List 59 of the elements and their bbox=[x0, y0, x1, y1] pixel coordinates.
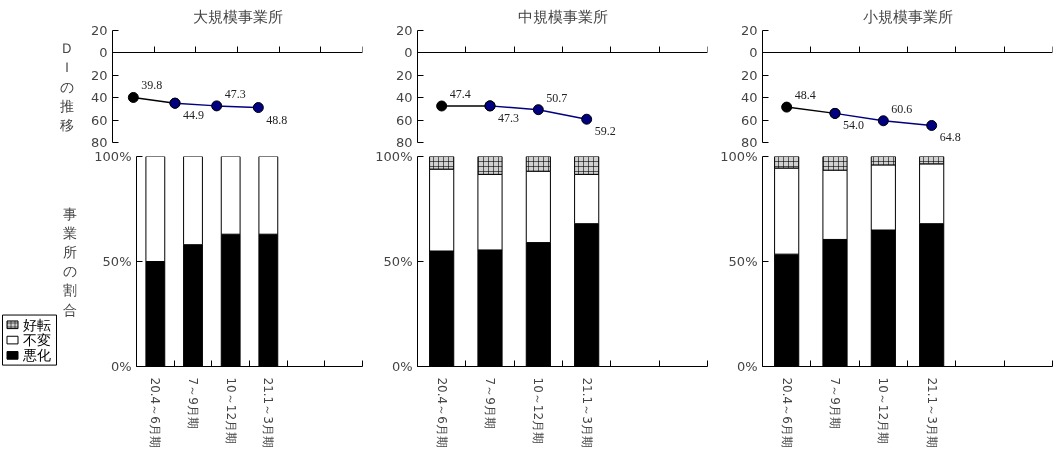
y-tick-label: 40 bbox=[395, 90, 413, 106]
x-tick-label: 10～12月期 bbox=[876, 377, 891, 445]
legend-label: 悪化 bbox=[21, 347, 51, 364]
y-tick-label: 80 bbox=[395, 135, 413, 150]
y-tick-label: 40 bbox=[740, 90, 758, 106]
y-tick-label: 50% bbox=[102, 254, 132, 269]
y-tick-label: 40 bbox=[90, 90, 108, 106]
x-tick-label: 20.4～6月期 bbox=[779, 377, 794, 448]
y-tick-label: 20 bbox=[395, 67, 413, 83]
y-tick-label: 20 bbox=[740, 23, 758, 38]
data-label: 50.7 bbox=[546, 90, 568, 105]
chart-title: 小規模事業所 bbox=[862, 7, 953, 26]
y-tick-label: 0 bbox=[404, 45, 413, 61]
legend-label: 不変 bbox=[22, 332, 51, 349]
data-label: 47.4 bbox=[449, 86, 471, 101]
y-tick-label: 50% bbox=[728, 254, 758, 269]
y-tick-label: 20 bbox=[90, 23, 108, 38]
y-tick-label: 0% bbox=[736, 359, 758, 374]
x-tick-label: 20.4～6月期 bbox=[434, 377, 449, 448]
data-label: 44.9 bbox=[183, 108, 204, 123]
y-tick-label: 20 bbox=[90, 67, 108, 83]
data-label: 47.3 bbox=[224, 86, 246, 101]
y-tick-label: 0% bbox=[391, 359, 413, 374]
y-tick-label: 100% bbox=[375, 149, 413, 164]
data-label: 39.8 bbox=[141, 78, 163, 93]
data-label: 59.2 bbox=[594, 124, 616, 139]
data-label: 48.8 bbox=[266, 112, 288, 127]
x-tick-label: 10～12月期 bbox=[531, 377, 546, 445]
x-tick-label: 7～9月期 bbox=[828, 377, 842, 429]
y-tick-label: 80 bbox=[740, 135, 758, 150]
data-label: 47.3 bbox=[498, 110, 519, 125]
y-tick-label: 80 bbox=[90, 135, 108, 150]
x-tick-label: 7～9月期 bbox=[483, 377, 497, 429]
y-tick-label: 60 bbox=[740, 112, 758, 128]
x-tick-label: 21.1～3月期 bbox=[924, 377, 939, 448]
y-axis-title: 事業所の割合 bbox=[63, 205, 78, 318]
y-tick-label: 20 bbox=[395, 23, 413, 38]
data-label: 60.6 bbox=[891, 101, 913, 116]
x-tick-label: 21.1～3月期 bbox=[579, 377, 594, 448]
y-tick-label: 100% bbox=[94, 149, 132, 164]
y-tick-label: 20 bbox=[740, 67, 758, 83]
y-axis-title: ＤＩの推移 bbox=[59, 40, 74, 133]
y-tick-label: 100% bbox=[720, 149, 758, 164]
data-label: 54.0 bbox=[843, 118, 864, 133]
legend-label: 好転 bbox=[22, 316, 51, 333]
y-tick-label: 50% bbox=[383, 254, 413, 269]
data-label: 64.8 bbox=[939, 130, 961, 145]
x-tick-label: 21.1～3月期 bbox=[261, 377, 276, 448]
y-tick-label: 0% bbox=[110, 359, 132, 374]
x-tick-label: 7～9月期 bbox=[186, 377, 200, 429]
y-tick-label: 0 bbox=[749, 45, 758, 61]
y-tick-label: 60 bbox=[90, 112, 108, 128]
data-label: 48.4 bbox=[794, 88, 816, 103]
x-tick-label: 10～12月期 bbox=[223, 377, 238, 445]
y-tick-label: 0 bbox=[99, 45, 108, 61]
chart-title: 中規模事業所 bbox=[517, 7, 608, 26]
chart-title: 大規模事業所 bbox=[192, 7, 283, 26]
y-tick-label: 60 bbox=[395, 112, 413, 128]
x-tick-label: 20.4～6月期 bbox=[148, 377, 163, 448]
